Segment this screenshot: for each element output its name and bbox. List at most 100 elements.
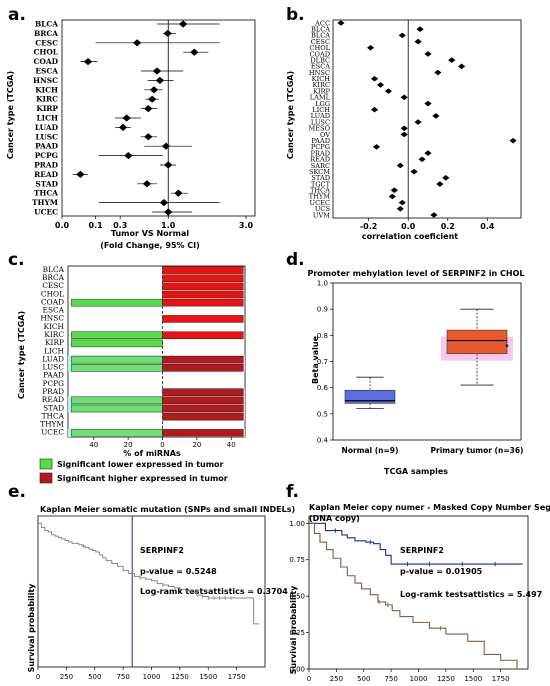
panel-f-ytick-label: 0.75 <box>289 556 305 564</box>
legend-swatch-lower <box>39 458 53 470</box>
panel-a-category-label: LUSC <box>36 132 59 141</box>
panel-b-category-label: UVM <box>313 211 330 219</box>
panel-f-survival-curve <box>309 522 518 669</box>
panel-a-xtick-label: 3.0 <box>239 221 254 230</box>
panel-b-marker <box>434 69 442 76</box>
panel-a-xtick-label: 0.1 <box>89 221 104 230</box>
legend-label-higher: Significant higher expressed in tumor <box>57 474 228 483</box>
panel-d-ytick-label: 0.4 <box>317 437 329 445</box>
panel-b-marker <box>376 82 385 88</box>
panel-b-marker <box>370 106 379 113</box>
panel-a-category-label: KIRP <box>36 104 58 113</box>
panel-a-estimate-marker <box>163 29 172 37</box>
panel-b-category-label: SARC <box>311 162 330 170</box>
panel-a-category-label: KICH <box>35 85 58 94</box>
panel-a-xtick-label: 0.0 <box>55 221 70 230</box>
panel-b-plot: ACCBLCABLCACESCCHOLCOADDLBCESCAHNSCKICHK… <box>309 19 522 231</box>
panel-f-logrank: Log-ramk testsattistics = 5.497 <box>400 590 542 599</box>
panel-b-category-label: OV <box>320 131 330 139</box>
panel-a-xtick-label: 0.3 <box>113 221 127 230</box>
panel-e-xtick-label: 1000 <box>143 673 161 681</box>
panel-b-marker <box>390 187 398 194</box>
panel-d-ytick-label: 0.5 <box>317 410 328 418</box>
panel-d-xlabel: TCGA samples <box>384 467 448 476</box>
panel-a-category-label: UCEC <box>34 208 58 217</box>
panel-a-category-label: PAAD <box>35 142 58 151</box>
panel-c-bar-higher <box>162 396 244 405</box>
panel-a-estimate-marker <box>178 20 188 28</box>
panel-b-category-label: PRAD <box>311 149 330 157</box>
panel-b-category-label: MESO <box>309 125 331 133</box>
panel-f-xtick-label: 1500 <box>464 675 482 683</box>
panel-b-category-label: UCS <box>315 205 331 213</box>
panel-a-category-label: CHOL <box>34 48 59 57</box>
panel-e-series-label: SERPINF2 <box>140 546 184 555</box>
panel-a-estimate-marker <box>124 152 133 160</box>
panel-b-marker <box>396 206 404 212</box>
panel-a-estimate-marker <box>190 48 199 56</box>
panel-a-ylabel: Cancer type (TCGA) <box>6 71 15 159</box>
panel-b-xtick-label: 0.0 <box>401 222 416 231</box>
panel-a-category-label: COAD <box>34 57 59 66</box>
panel-e-plot: 0 250 500 750 1000 1250 1500 1750 <box>36 515 266 681</box>
panel-b-xlabel: correlation coeficient <box>362 232 458 241</box>
panel-c-bar-higher <box>162 315 244 323</box>
panel-f-ylabel: Survival probability <box>289 585 298 675</box>
panel-b-marker <box>430 212 438 218</box>
panel-b-marker <box>370 75 379 82</box>
panel-b-category-label: LUAD <box>311 112 330 120</box>
panel-b-category-label: PAAD <box>311 137 330 145</box>
panel-a-estimate-marker <box>118 123 128 131</box>
panel-d-frame <box>332 282 522 441</box>
panel-c-xlabel: % of miRNAs <box>123 449 181 458</box>
panel-e-title: Kaplan Meier somatic mutation (SNPs and … <box>40 505 295 514</box>
panel-b-marker <box>432 113 440 119</box>
panel-b-marker <box>509 137 517 144</box>
panel-c-bar-lower <box>71 355 163 364</box>
panel-c-category-label: THYM <box>40 420 64 429</box>
panel-a-category-label: PCPG <box>35 151 58 160</box>
panel-a-estimate-marker <box>147 95 157 103</box>
panel-a-category-label: BLCA <box>35 20 58 29</box>
panel-c-bar-higher <box>162 331 244 339</box>
panel-f-xtick-label: 1750 <box>492 675 510 683</box>
panel-e-logrank: Log-ramk testsattistics = 0.3704 <box>140 587 288 596</box>
panel-b-category-label: ACC <box>314 19 330 27</box>
panel-b-marker <box>410 168 418 175</box>
panel-b-ylabel: Cancer type (TCGA) <box>286 71 295 159</box>
panel-a-label: a. <box>8 5 26 25</box>
panel-a-category-label: KIRC <box>36 95 58 104</box>
panel-b-category-label: SKCM <box>309 168 330 176</box>
panel-b-marker <box>396 162 404 169</box>
panel-d-label: d. <box>286 250 305 270</box>
panel-b-category-label: LICH <box>312 106 330 114</box>
panel-b-marker <box>436 181 444 187</box>
panel-b-category-label: THYM <box>309 193 331 201</box>
panel-e-survival-curve <box>38 522 260 625</box>
panel-b-marker <box>388 193 396 200</box>
panel-c-category-label: CHOL <box>41 289 64 298</box>
panel-a-estimate-marker <box>144 105 153 113</box>
panel-a: Cancer type (TCGA) Tumor VS Normal (Fold… <box>6 20 256 250</box>
panel-b-category-label: LGG <box>315 100 330 108</box>
panel-b-category-label: BLCA <box>311 32 330 40</box>
panel-f-label: f. <box>286 482 299 502</box>
panel-f-survival-curve <box>309 522 523 565</box>
panel-d-outlier <box>505 344 509 348</box>
legend-swatch-higher <box>39 472 53 484</box>
panel-b-marker <box>372 144 381 150</box>
panel-a-estimate-marker <box>152 67 162 75</box>
panel-c-bar-higher <box>162 274 244 282</box>
panel-d: Promoter mehylation level of SERPINF2 in… <box>308 269 525 476</box>
panel-c-bar-higher <box>162 404 244 413</box>
panel-d-box <box>446 329 508 354</box>
panel-a-estimate-marker <box>83 58 93 66</box>
panel-e-xtick-label: 1500 <box>199 673 217 681</box>
panel-f-subtitle: (DNA copy) <box>309 514 360 523</box>
panel-e-label: e. <box>8 482 26 502</box>
panel-b-marker <box>398 199 406 206</box>
panel-c-category-label: KICH <box>43 322 64 331</box>
panel-d-box <box>344 389 396 404</box>
panel-c-bar-higher <box>162 355 244 364</box>
panel-c-category-label: PAAD <box>43 371 64 380</box>
